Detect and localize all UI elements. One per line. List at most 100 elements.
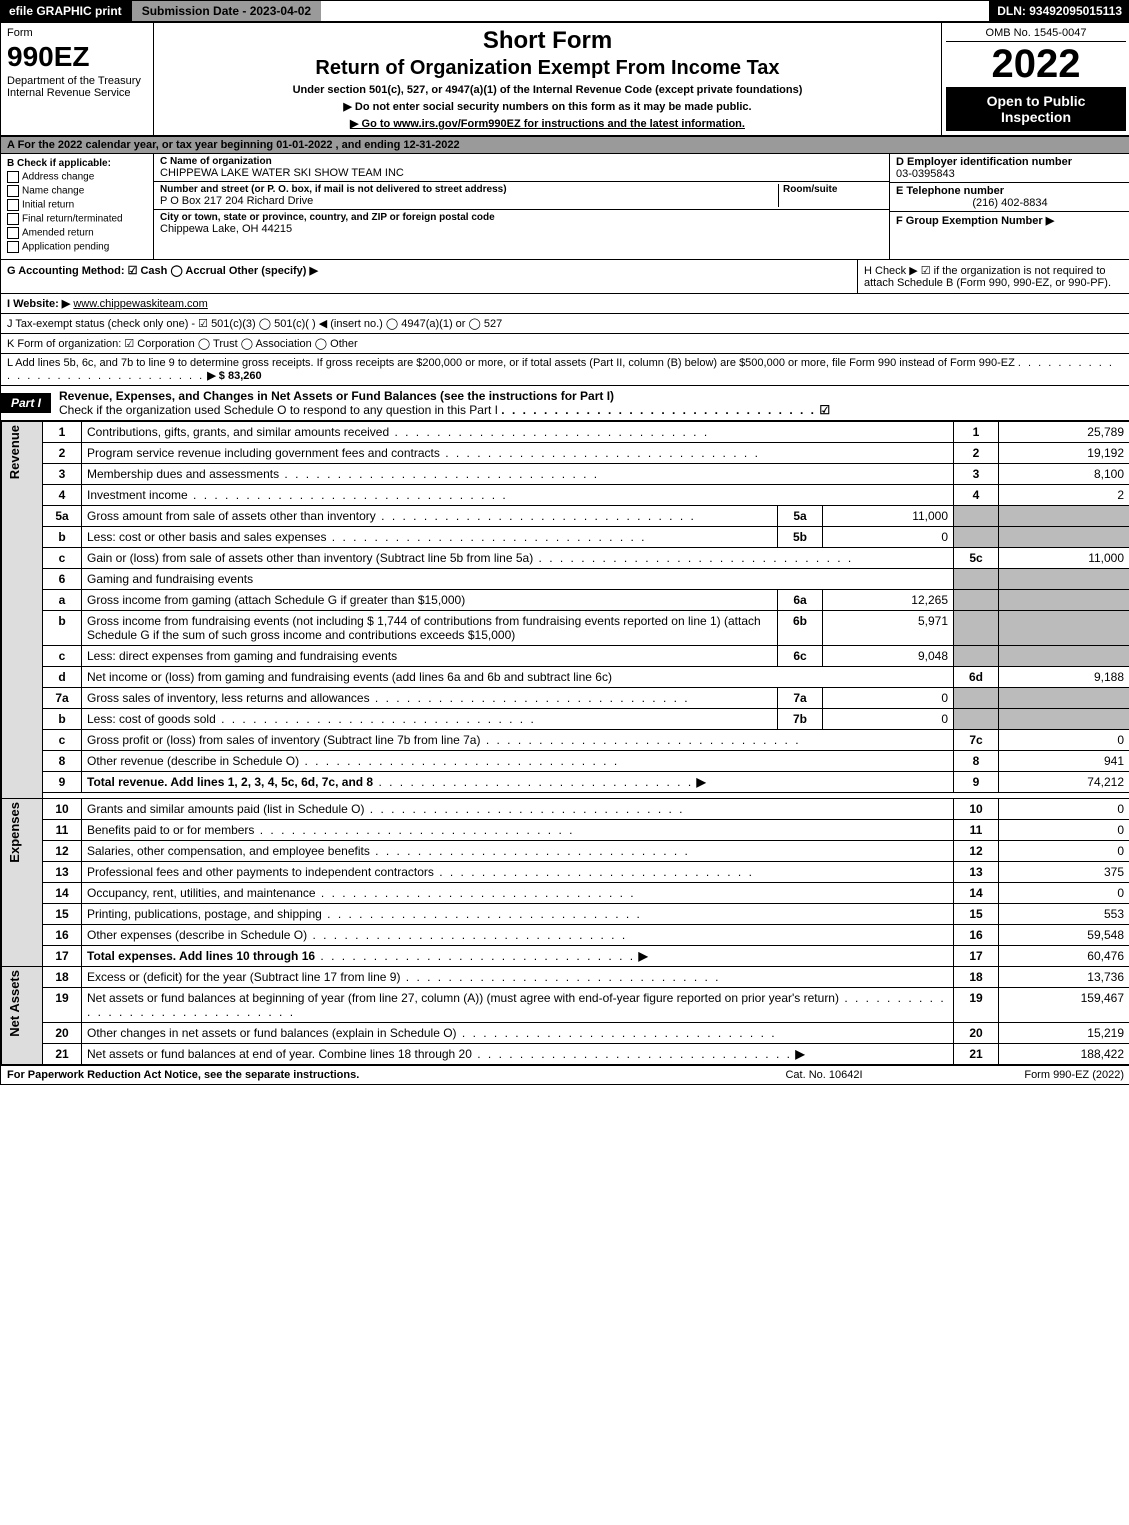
phone-value: (216) 402-8834 [896, 197, 1124, 209]
city-state-zip: Chippewa Lake, OH 44215 [160, 223, 883, 235]
b-header: B Check if applicable: [7, 158, 147, 169]
footer: For Paperwork Reduction Act Notice, see … [1, 1065, 1129, 1084]
line-6b: bGross income from fundraising events (n… [2, 611, 1129, 646]
lines-table: Revenue 1Contributions, gifts, grants, a… [1, 421, 1129, 1065]
ein-label: D Employer identification number [896, 156, 1124, 168]
line-15: 15Printing, publications, postage, and s… [2, 904, 1129, 925]
subtitle: Under section 501(c), 527, or 4947(a)(1)… [160, 84, 935, 96]
street-address: P O Box 217 204 Richard Drive [160, 195, 778, 207]
form-word: Form [7, 27, 147, 39]
row-a-tax-year: A For the 2022 calendar year, or tax yea… [1, 137, 1129, 154]
line-5c: cGain or (loss) from sale of assets othe… [2, 548, 1129, 569]
l-gross-receipts: L Add lines 5b, 6c, and 7b to line 9 to … [1, 354, 1129, 386]
chk-initial-return[interactable]: Initial return [7, 199, 147, 211]
line-1: Revenue 1Contributions, gifts, grants, a… [2, 422, 1129, 443]
org-name-cell: C Name of organization CHIPPEWA LAKE WAT… [154, 154, 889, 182]
l-amount: ▶ $ 83,260 [207, 370, 261, 382]
line-18: Net Assets 18Excess or (deficit) for the… [2, 967, 1129, 988]
line-7c: cGross profit or (loss) from sales of in… [2, 730, 1129, 751]
side-revenue: Revenue [7, 425, 22, 479]
l-text: L Add lines 5b, 6c, and 7b to line 9 to … [7, 357, 1015, 369]
line-6: 6Gaming and fundraising events [2, 569, 1129, 590]
ein-cell: D Employer identification number 03-0395… [890, 154, 1129, 183]
j-tax-exempt: J Tax-exempt status (check only one) - ☑… [1, 314, 1129, 334]
org-name-label: C Name of organization [160, 156, 883, 167]
line-6c: cLess: direct expenses from gaming and f… [2, 646, 1129, 667]
line-16: 16Other expenses (describe in Schedule O… [2, 925, 1129, 946]
line-12: 12Salaries, other compensation, and empl… [2, 841, 1129, 862]
i-website: I Website: ▶ www.chippewaskiteam.com [1, 294, 1129, 314]
title-short-form: Short Form [160, 27, 935, 55]
efile-print-button[interactable]: efile GRAPHIC print [1, 1, 130, 21]
header-left: Form 990EZ Department of the Treasury In… [1, 23, 154, 135]
footer-paperwork: For Paperwork Reduction Act Notice, see … [7, 1069, 724, 1081]
phone-label: E Telephone number [896, 185, 1124, 197]
line-8: 8Other revenue (describe in Schedule O)8… [2, 751, 1129, 772]
line-7b: bLess: cost of goods sold7b0 [2, 709, 1129, 730]
row-gh: G Accounting Method: ☑ Cash ◯ Accrual Ot… [1, 260, 1129, 294]
side-net-assets: Net Assets [7, 970, 22, 1037]
chk-address-change[interactable]: Address change [7, 171, 147, 183]
tax-year: 2022 [946, 42, 1126, 87]
ein-value: 03-0395843 [896, 168, 1124, 180]
city-cell: City or town, state or province, country… [154, 210, 889, 237]
submission-date: Submission Date - 2023-04-02 [130, 1, 321, 21]
line-4: 4Investment income42 [2, 485, 1129, 506]
irs-link[interactable]: ▶ Go to www.irs.gov/Form990EZ for instru… [350, 118, 745, 130]
website-link[interactable]: www.chippewaskiteam.com [73, 298, 208, 310]
chk-name-change[interactable]: Name change [7, 185, 147, 197]
form-990ez-page: efile GRAPHIC print Submission Date - 20… [0, 0, 1129, 1085]
line-20: 20Other changes in net assets or fund ba… [2, 1023, 1129, 1044]
note-ssn: ▶ Do not enter social security numbers o… [160, 100, 935, 113]
omb-number: OMB No. 1545-0047 [946, 27, 1126, 42]
line-6a: aGross income from gaming (attach Schedu… [2, 590, 1129, 611]
side-expenses: Expenses [7, 802, 22, 863]
col-b-checkboxes: B Check if applicable: Address change Na… [1, 154, 154, 259]
group-exemption-cell: F Group Exemption Number ▶ [890, 212, 1129, 229]
chk-application-pending[interactable]: Application pending [7, 241, 147, 253]
line-2: 2Program service revenue including gover… [2, 443, 1129, 464]
city-label: City or town, state or province, country… [160, 212, 883, 223]
part1-title: Revenue, Expenses, and Changes in Net As… [51, 386, 1129, 420]
line-21: 21Net assets or fund balances at end of … [2, 1044, 1129, 1065]
h-schedule-b: H Check ▶ ☑ if the organization is not r… [857, 260, 1129, 293]
note-link: ▶ Go to www.irs.gov/Form990EZ for instru… [160, 117, 935, 130]
org-name: CHIPPEWA LAKE WATER SKI SHOW TEAM INC [160, 167, 883, 179]
line-5b: bLess: cost or other basis and sales exp… [2, 527, 1129, 548]
line-3: 3Membership dues and assessments38,100 [2, 464, 1129, 485]
k-form-of-org: K Form of organization: ☑ Corporation ◯ … [1, 334, 1129, 354]
header: Form 990EZ Department of the Treasury In… [1, 23, 1129, 137]
chk-amended-return[interactable]: Amended return [7, 227, 147, 239]
footer-catno: Cat. No. 10642I [724, 1069, 924, 1081]
room-label: Room/suite [783, 184, 883, 195]
part1-header: Part I Revenue, Expenses, and Changes in… [1, 386, 1129, 421]
department: Department of the Treasury Internal Reve… [7, 75, 147, 99]
line-5a: 5aGross amount from sale of assets other… [2, 506, 1129, 527]
g-accounting-method: G Accounting Method: ☑ Cash ◯ Accrual Ot… [1, 260, 857, 293]
line-14: 14Occupancy, rent, utilities, and mainte… [2, 883, 1129, 904]
line-6d: dNet income or (loss) from gaming and fu… [2, 667, 1129, 688]
line-10: Expenses 10Grants and similar amounts pa… [2, 799, 1129, 820]
dln: DLN: 93492095015113 [989, 1, 1129, 21]
line-19: 19Net assets or fund balances at beginni… [2, 988, 1129, 1023]
top-bar: efile GRAPHIC print Submission Date - 20… [1, 1, 1129, 23]
line-7a: 7aGross sales of inventory, less returns… [2, 688, 1129, 709]
line-9: 9Total revenue. Add lines 1, 2, 3, 4, 5c… [2, 772, 1129, 793]
form-number: 990EZ [7, 41, 147, 73]
line-13: 13Professional fees and other payments t… [2, 862, 1129, 883]
group-exemption-label: F Group Exemption Number ▶ [896, 215, 1054, 227]
header-center: Short Form Return of Organization Exempt… [154, 23, 942, 135]
phone-cell: E Telephone number (216) 402-8834 [890, 183, 1129, 212]
footer-formid: Form 990-EZ (2022) [924, 1069, 1124, 1081]
col-c-org-info: C Name of organization CHIPPEWA LAKE WAT… [154, 154, 890, 259]
title-main: Return of Organization Exempt From Incom… [160, 57, 935, 80]
part1-tag: Part I [1, 393, 51, 413]
part1-check-icon: ☑ [819, 403, 830, 417]
line-17: 17Total expenses. Add lines 10 through 1… [2, 946, 1129, 967]
chk-final-return[interactable]: Final return/terminated [7, 213, 147, 225]
street-cell: Number and street (or P. O. box, if mail… [154, 182, 889, 210]
line-11: 11Benefits paid to or for members110 [2, 820, 1129, 841]
col-de: D Employer identification number 03-0395… [890, 154, 1129, 259]
header-right: OMB No. 1545-0047 2022 Open to Public In… [942, 23, 1129, 135]
section-bcde: B Check if applicable: Address change Na… [1, 154, 1129, 260]
